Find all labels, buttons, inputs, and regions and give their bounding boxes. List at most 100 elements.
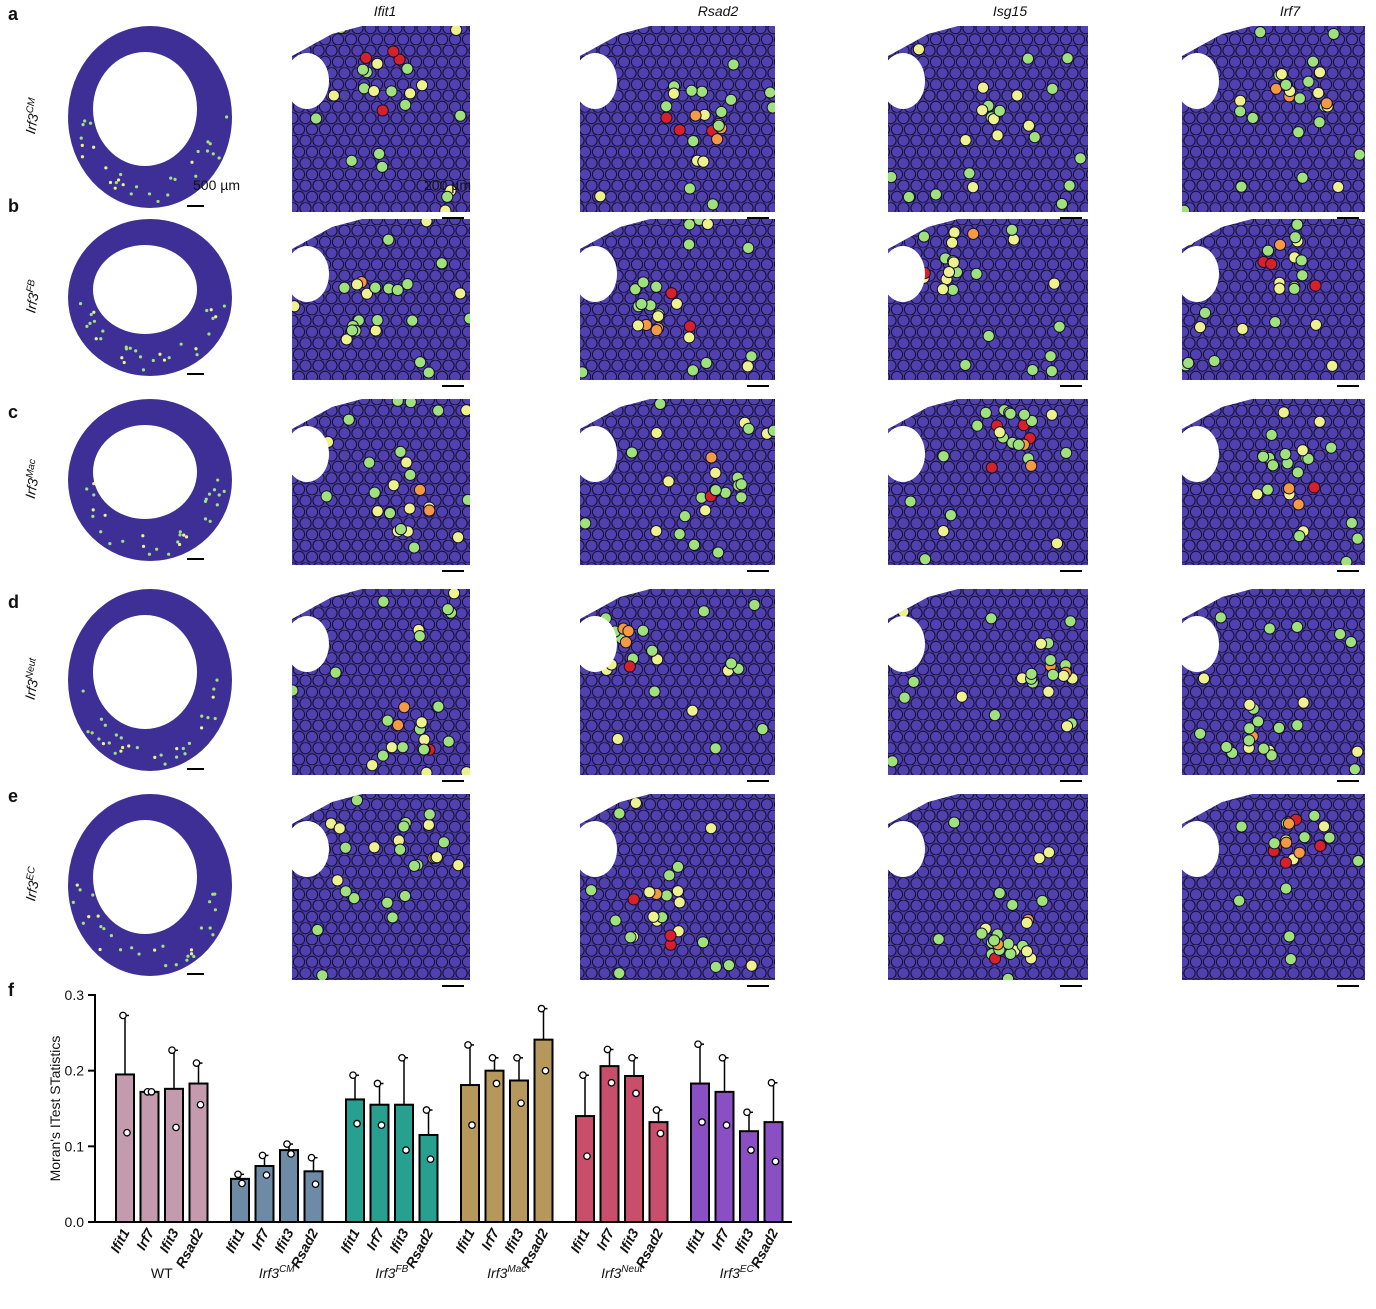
y-tick-label: 0.2 <box>65 1063 85 1079</box>
expressing-spot <box>1012 90 1023 101</box>
expressing-spot <box>397 742 408 753</box>
heart-spot <box>79 302 82 305</box>
group-name: Irf3 <box>375 1265 395 1281</box>
replicate-point <box>538 1005 544 1011</box>
heart-spot <box>176 540 179 543</box>
expressing-spot <box>742 361 753 372</box>
group-genotype: CM <box>279 1264 295 1275</box>
x-tick-label: Ifit1 <box>452 1226 478 1256</box>
expressing-spot <box>1005 408 1016 419</box>
heart-spot <box>122 183 125 186</box>
expressing-spot <box>1035 638 1046 649</box>
replicate-point <box>350 1072 356 1078</box>
expression-tile <box>573 214 775 380</box>
replicate-point <box>768 1080 774 1086</box>
expressing-spot <box>977 105 988 116</box>
group-genotype: EC <box>740 1264 755 1275</box>
expressing-spot <box>989 710 1000 721</box>
expressing-spot <box>1262 484 1273 495</box>
replicate-point <box>604 1046 610 1052</box>
expressing-spot <box>1310 280 1321 291</box>
heart-spot <box>183 752 186 755</box>
expressing-spot <box>1051 538 1062 549</box>
expressing-spot <box>933 934 944 945</box>
group-name: Irf3 <box>601 1265 621 1281</box>
heart-spot <box>155 548 158 551</box>
heart-spot <box>166 193 169 196</box>
expressing-spot <box>885 220 896 231</box>
expressing-spot <box>577 367 588 378</box>
panel-label: d <box>8 592 19 612</box>
expressing-spot <box>370 325 381 336</box>
heart-spot <box>97 915 100 918</box>
expressing-spot <box>372 314 383 325</box>
expressing-spot <box>1314 416 1325 427</box>
replicate-point <box>173 1124 179 1130</box>
heart-spot <box>93 320 96 323</box>
heart-spot <box>200 714 203 717</box>
heart-spot <box>142 545 145 548</box>
expressing-spot <box>364 457 375 468</box>
heart-spot <box>80 137 83 140</box>
heart-spot <box>209 142 212 145</box>
expressing-spot <box>288 232 299 243</box>
expressing-spot <box>918 231 929 242</box>
expressing-spot <box>1023 120 1034 131</box>
heart-spot <box>206 149 209 152</box>
replicate-point <box>542 1067 548 1073</box>
expressing-spot <box>415 357 426 368</box>
expressing-spot <box>1341 556 1352 567</box>
replicate-point <box>719 1055 725 1061</box>
expressing-spot <box>1243 735 1254 746</box>
tissue-gap <box>881 53 925 109</box>
expressing-spot <box>623 626 634 637</box>
expressing-spot <box>1215 612 1226 623</box>
replicate-point <box>374 1080 380 1086</box>
heart-spot <box>163 763 166 766</box>
replicate-point <box>695 1041 701 1047</box>
replicate-point <box>772 1158 778 1164</box>
expressing-spot <box>332 875 343 886</box>
heart-spot <box>190 952 193 955</box>
expressing-spot <box>407 315 418 326</box>
replicate-point <box>193 1060 199 1066</box>
expressing-spot <box>1269 838 1280 849</box>
expressing-spot <box>1273 722 1284 733</box>
heart-spot <box>87 915 90 918</box>
heart-spot <box>218 493 221 496</box>
heart-spot <box>86 730 89 733</box>
expressing-spot <box>351 279 362 290</box>
replicate-point <box>354 1120 360 1126</box>
expressing-spot <box>1183 235 1194 246</box>
expressing-spot <box>1292 219 1303 230</box>
expressing-spot <box>713 120 724 131</box>
tissue-gap <box>1175 53 1219 109</box>
expressing-spot <box>346 155 357 166</box>
expressing-spot <box>1064 180 1075 191</box>
expressing-spot <box>898 606 909 617</box>
expressing-spot <box>1235 95 1246 106</box>
replicate-point <box>288 1151 294 1157</box>
expressing-spot <box>388 46 399 57</box>
expressing-spot <box>452 532 463 543</box>
expressing-spot <box>1029 132 1040 143</box>
tissue-gap <box>285 53 329 109</box>
expressing-spot <box>700 505 711 516</box>
heart-spot <box>167 553 170 556</box>
expressing-spot <box>1234 895 1245 906</box>
expressing-spot <box>1354 149 1365 160</box>
expressing-spot <box>949 227 960 238</box>
expressing-spot <box>1324 832 1335 843</box>
expressing-spot <box>610 915 621 926</box>
x-tick-label: Irf7 <box>133 1225 158 1253</box>
expressing-spot <box>387 912 398 923</box>
expressing-spot <box>690 110 701 121</box>
heart-spot <box>209 520 212 523</box>
expressing-spot <box>651 324 662 335</box>
expressing-spot <box>655 398 666 409</box>
expressing-spot <box>351 795 362 806</box>
expression-tile <box>573 394 779 565</box>
expressing-spot <box>1037 895 1048 906</box>
expressing-spot <box>710 484 721 495</box>
row-label: Irf3Mac <box>21 458 45 499</box>
